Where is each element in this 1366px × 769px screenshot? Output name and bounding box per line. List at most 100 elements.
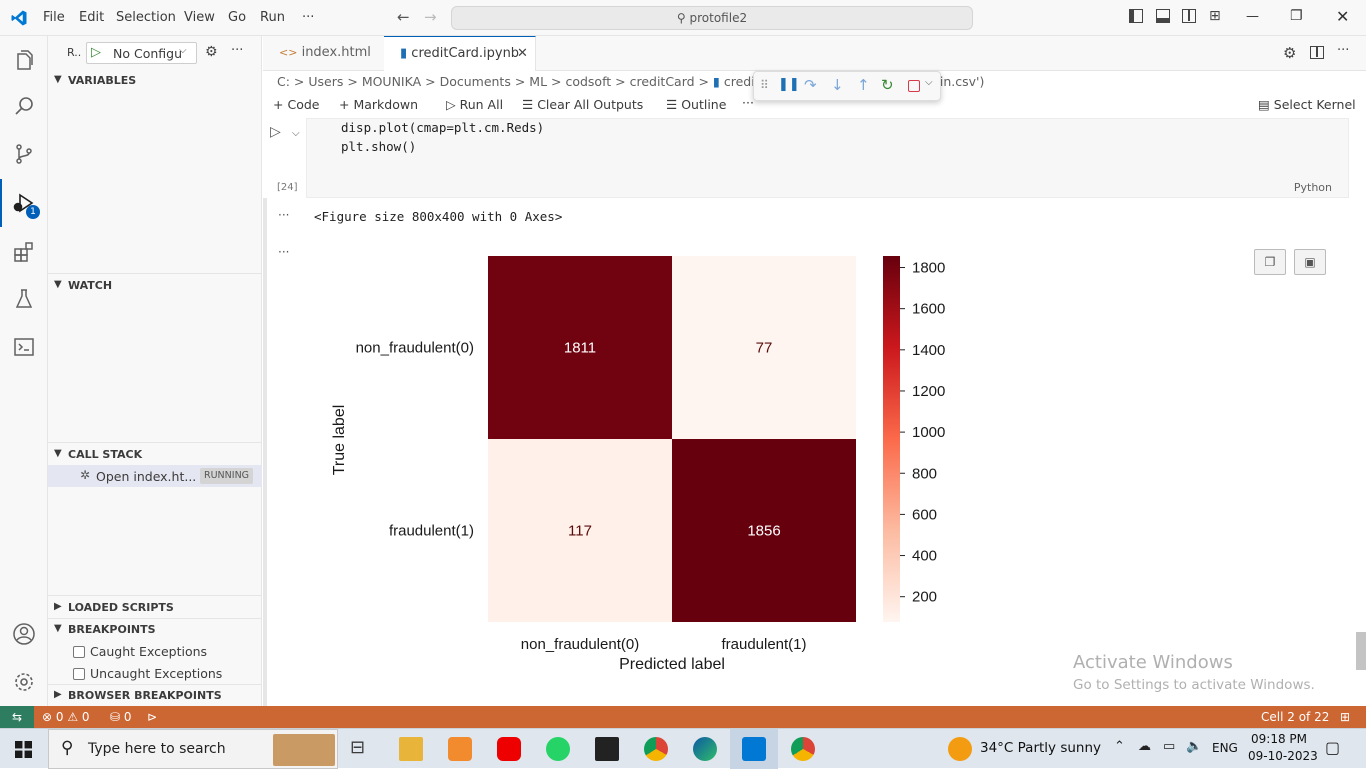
testing-icon[interactable] [12,287,36,311]
scrollbar-thumb[interactable] [1356,632,1366,670]
accounts-icon[interactable] [12,622,36,646]
extensions-icon[interactable] [12,240,36,264]
breadcrumb-item[interactable]: codsoft [565,74,612,89]
step-over-icon[interactable]: ↷ [804,76,817,94]
copy-output-button[interactable]: ❐ [1254,249,1286,275]
weather-text[interactable]: 34°C Partly sunny [980,740,1102,756]
breadcrumb-item[interactable]: ML [529,74,548,89]
explorer-icon[interactable] [12,48,36,72]
cell-indicator[interactable]: Cell 2 of 22 [1261,710,1330,724]
source-control-icon[interactable] [12,142,36,166]
loaded-scripts-section[interactable]: ▶ LOADED SCRIPTS [48,601,262,614]
variables-section[interactable]: ▼ VARIABLES [48,74,262,87]
task-view-icon[interactable]: ⊟ [350,737,366,758]
browser-breakpoints-section[interactable]: ▶ BROWSER BREAKPOINTS [48,689,262,702]
volume-icon[interactable]: 🔈 [1186,739,1203,754]
settings-gear-icon[interactable]: ⚙ [1283,44,1297,62]
menu-file[interactable]: File [43,10,65,25]
code-line[interactable]: plt.show() [341,139,417,154]
menu-selection[interactable]: Selection [116,10,176,25]
chrome-profile-icon[interactable] [644,737,668,761]
split-editor-icon[interactable] [1310,46,1324,59]
whatsapp-icon[interactable] [546,737,570,761]
breakpoints-section[interactable]: ▼ BREAKPOINTS [48,623,262,636]
command-center[interactable]: ⚲ protofile2 [451,6,973,30]
caught-exceptions-row[interactable]: Caught Exceptions [73,644,207,659]
remote-icon[interactable]: ⇆ [0,706,34,728]
menu-go[interactable]: Go [228,10,247,25]
edge-icon[interactable] [693,737,717,761]
manage-gear-icon[interactable] [12,670,36,694]
windows-start-icon[interactable] [15,741,32,758]
uncaught-exceptions-checkbox[interactable] [73,668,85,680]
file-explorer-icon[interactable] [399,737,423,761]
add-markdown-button[interactable]: + Markdown [339,97,419,112]
restart-icon[interactable]: ↻ [881,76,894,94]
toolbar-more-button[interactable]: ··· [742,95,754,110]
breadcrumb-item[interactable]: Documents [439,74,511,89]
add-code-button[interactable]: + Code [273,97,320,112]
menu-run[interactable]: Run [260,10,285,25]
toggle-sidebar-icon[interactable] [1129,9,1143,23]
select-kernel-button[interactable]: ▤ Select Kernel [1258,97,1356,112]
watch-section[interactable]: ▼ WATCH [48,279,262,292]
menu-more[interactable]: ··· [302,10,315,25]
close-window-icon[interactable]: ✕ [1336,7,1350,26]
breadcrumb-item[interactable]: creditCard [629,74,695,89]
menu-edit[interactable]: Edit [79,10,105,25]
weather-icon[interactable] [948,737,972,761]
tab-creditcard-ipynb[interactable]: ▮ creditCard.ipynb ✕ [384,36,536,71]
more-tab-actions-icon[interactable]: ··· [1337,43,1350,58]
step-out-icon[interactable]: ↑ [857,76,870,94]
vscode-taskbar-active[interactable] [730,729,778,769]
outline-button[interactable]: ☰ Outline [666,97,727,112]
debug-status-icon[interactable]: ⊳ [147,710,158,724]
chevron-down-icon[interactable]: ⌵ [292,128,300,139]
customize-layout-icon[interactable]: ⊞ [1209,8,1221,24]
uncaught-exceptions-row[interactable]: Uncaught Exceptions [73,666,222,681]
call-stack-item[interactable]: ✲ Open index.ht... RUNNING [48,465,262,487]
breadcrumb-item[interactable]: C: [277,74,290,89]
run-cell-icon[interactable]: ▷ [270,124,281,140]
save-output-button[interactable]: ▣ [1294,249,1326,275]
output-more-button[interactable]: ··· [278,208,290,222]
chevron-down-icon[interactable]: ⌵ [925,77,933,88]
clear-outputs-button[interactable]: ☰ Clear All Outputs [522,97,644,112]
command-prompt-icon[interactable] [595,737,619,761]
minimize-icon[interactable]: — [1246,9,1259,24]
tray-chevron-icon[interactable]: ⌃ [1114,739,1125,754]
code-line[interactable]: disp.plot(cmap=plt.cm.Reds) [341,120,545,135]
output-more-button[interactable]: ··· [278,245,290,259]
restore-icon[interactable]: ❐ [1290,8,1303,24]
start-debug-icon[interactable]: ▷ [91,45,101,60]
close-tab-icon[interactable]: ✕ [517,46,528,61]
call-stack-section[interactable]: ▼ CALL STACK [48,448,262,461]
ports-indicator[interactable]: ⛁ 0 [110,710,132,724]
youtube-icon[interactable] [497,737,521,761]
cell-language[interactable]: Python [1293,181,1332,194]
step-into-icon[interactable]: ↓ [831,76,844,94]
forward-arrow-icon[interactable]: → [424,8,437,26]
caught-exceptions-checkbox[interactable] [73,646,85,658]
notification-center-icon[interactable]: ▢ [1325,738,1341,757]
clock-time[interactable]: 09:18 PM [1251,732,1307,746]
stop-icon[interactable] [908,80,920,92]
network-icon[interactable]: ▭ [1163,739,1176,754]
breadcrumb-item[interactable]: Users [308,74,344,89]
search-icon[interactable] [12,94,36,118]
problems-indicator[interactable]: ⊗ 0 ⚠ 0 [42,710,90,724]
taskbar-search[interactable]: ⚲ Type here to search [48,729,338,769]
clock-date[interactable]: 09-10-2023 [1248,749,1318,763]
toggle-panel-icon[interactable] [1156,9,1170,23]
terminal-icon[interactable] [12,335,36,359]
drag-handle-icon[interactable]: ⠿ [760,78,769,92]
language-indicator[interactable]: ENG [1212,741,1238,755]
pause-icon[interactable]: ❚❚ [778,77,800,92]
back-arrow-icon[interactable]: ← [397,8,410,26]
onedrive-icon[interactable]: ☁ [1138,739,1151,754]
menu-view[interactable]: View [184,10,215,25]
more-actions-icon[interactable]: ··· [231,43,244,58]
chrome-icon[interactable] [791,737,815,761]
run-debug-icon[interactable] [12,191,36,215]
xampp-icon[interactable] [448,737,472,761]
